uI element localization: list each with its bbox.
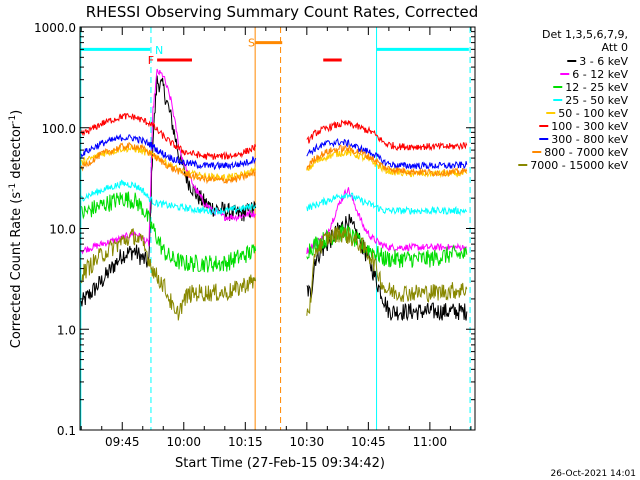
series-12-25-kev (80, 191, 468, 273)
state-label-N: N (155, 44, 163, 57)
legend-header-detectors: Det 1,3,5,6,7,9, (542, 28, 628, 41)
x-axis: 09:45 10:00 10:15 10:30 10:45 11:00 (80, 27, 472, 449)
y-axis-label-main: Corrected Count Rate (s (9, 192, 24, 349)
series-25-50-kev (81, 179, 468, 217)
y-axis-label-sup1: -1 (8, 183, 18, 192)
legend-entry-label: 7000 - 15000 keV (530, 159, 628, 172)
plot-frame (79, 26, 476, 431)
series-50-100-kev (80, 144, 468, 182)
legend-entry-label: 6 - 12 keV (572, 68, 628, 81)
series-800-7000-kev (80, 141, 468, 185)
y-tick-label: 0.1 (57, 424, 76, 438)
x-tick-label: 10:15 (228, 435, 263, 449)
legend-entry-label: 300 - 800 keV (551, 133, 628, 146)
state-label-F: F (148, 54, 154, 67)
observing-state-markers: F S N (80, 37, 469, 67)
legend-entry-label: 100 - 300 keV (551, 120, 628, 133)
y-tick-label: 1.0 (57, 323, 76, 337)
series-3-6-kev (80, 75, 468, 322)
x-tick-label: 10:45 (351, 435, 386, 449)
x-tick-label: 10:00 (166, 435, 201, 449)
y-axis: 0.1 1.0 10.0 100.0 1000.0 (34, 21, 475, 438)
legend-entry-label: 800 - 7000 keV (544, 146, 628, 159)
legend-entry-label: 25 - 50 keV (565, 94, 628, 107)
y-tick-label: 1000.0 (34, 21, 76, 35)
legend-header-attenuator: Att 0 (602, 41, 628, 54)
x-tick-label: 11:00 (413, 435, 448, 449)
series-300-800-kev (80, 133, 468, 171)
legend-entry-label: 3 - 6 keV (579, 55, 628, 68)
series-6-12-kev (81, 68, 467, 255)
y-axis-label-end: ) (9, 110, 24, 115)
x-axis-label: Start Time (27-Feb-15 09:34:42) (175, 456, 385, 471)
series-100-300-kev (80, 112, 468, 160)
state-label-S: S (248, 37, 255, 50)
y-axis-label-sup2: -1 (8, 115, 18, 124)
chart-title: RHESSI Observing Summary Count Rates, Co… (86, 3, 479, 21)
legend-entry-label: 12 - 25 keV (565, 81, 628, 94)
y-axis-label: Corrected Count Rate (s-1 detector-1) (8, 110, 24, 348)
y-tick-label: 10.0 (49, 223, 76, 237)
x-tick-label: 10:30 (290, 435, 325, 449)
series-group (80, 68, 468, 322)
series-7000-15000-kev (80, 226, 468, 321)
y-tick-label: 100.0 (42, 122, 76, 136)
legend-entry-label: 50 - 100 keV (558, 107, 628, 120)
x-tick-label: 09:45 (105, 435, 140, 449)
plot-area (80, 27, 471, 430)
generation-timestamp: 26-Oct-2021 14:01 (551, 469, 636, 479)
y-axis-label-mid: detector (9, 123, 24, 183)
